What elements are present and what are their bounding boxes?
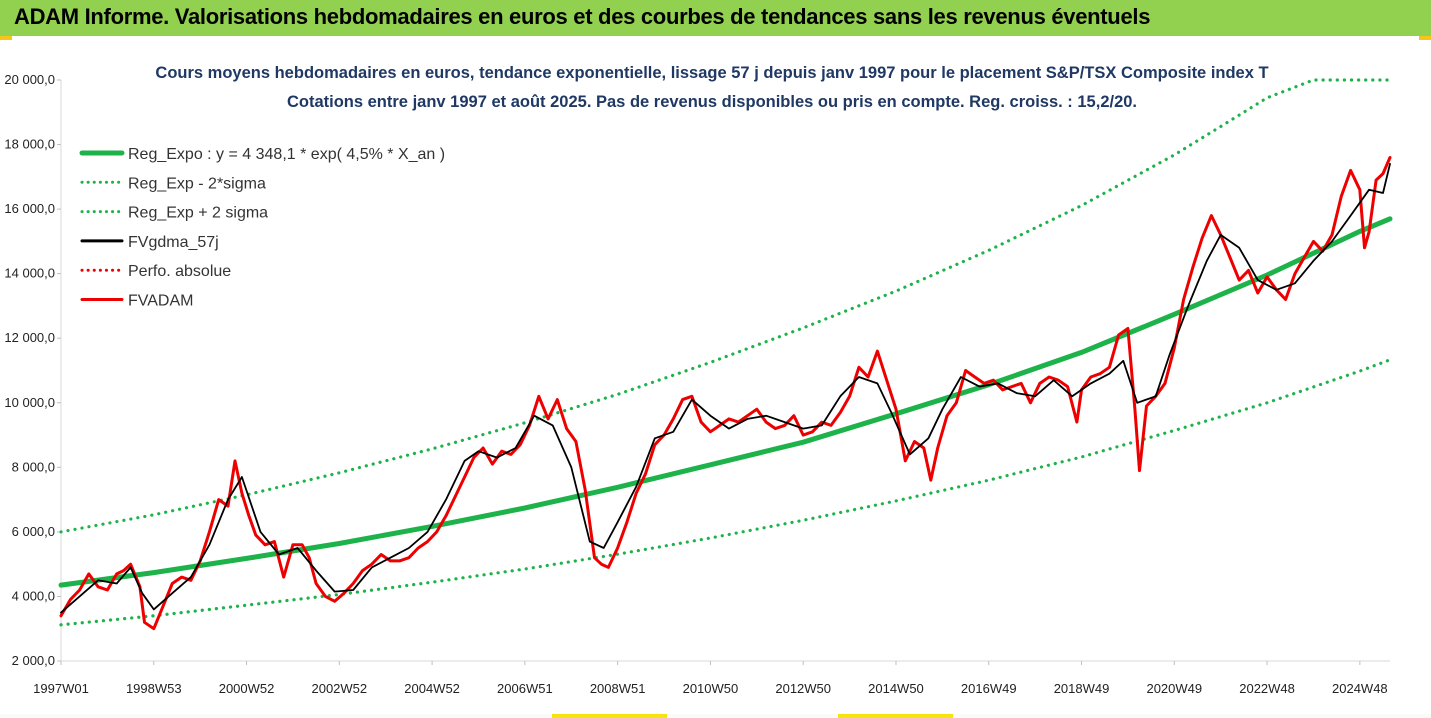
legend-label: FVADAM xyxy=(128,293,193,310)
y-tick-label: 2 000,0 xyxy=(12,653,55,668)
x-tick-label: 2000W52 xyxy=(219,681,275,696)
chart-subtitle: Cotations entre janv 1997 et août 2025. … xyxy=(287,93,1137,111)
y-tick-label: 14 000,0 xyxy=(4,266,55,281)
page-title: ADAM Informe. Valorisations hebdomadaire… xyxy=(14,4,1151,29)
x-tick-label: 2004W52 xyxy=(404,681,460,696)
x-axis: 1997W01 1998W53 2000W52 2002W52 2004W52 2006W… xyxy=(33,660,1390,696)
y-axis: 2 000,0 4 000,0 6 000,0 8 000,0 10 000,0 12 0… xyxy=(4,72,62,668)
x-tick-label: 2008W51 xyxy=(590,681,646,696)
legend-label: FVgdma_57j xyxy=(128,234,219,251)
chart-title: Cours moyens hebdomadaires en euros, ten… xyxy=(155,64,1268,82)
x-tick-label: 2012W50 xyxy=(775,681,831,696)
x-tick-label: 1997W01 xyxy=(33,681,89,696)
x-tick-label: 2024W48 xyxy=(1332,681,1388,696)
y-tick-label: 6 000,0 xyxy=(12,524,55,539)
series-layer xyxy=(58,78,1393,631)
x-tick-label: 2018W49 xyxy=(1054,681,1110,696)
x-tick-label: 2016W49 xyxy=(961,681,1017,696)
y-tick-label: 10 000,0 xyxy=(4,395,55,410)
series-line-5 xyxy=(59,156,1392,631)
bottom-mark-left xyxy=(552,714,667,718)
x-tick-label: 2010W50 xyxy=(683,681,739,696)
x-tick-label: 2002W52 xyxy=(311,681,367,696)
series-line-2 xyxy=(59,78,1392,534)
series-line-1 xyxy=(59,358,1392,627)
x-tick-label: 2006W51 xyxy=(497,681,553,696)
y-tick-label: 12 000,0 xyxy=(4,330,55,345)
x-tick-label: 1998W53 xyxy=(126,681,182,696)
y-tick-label: 8 000,0 xyxy=(12,459,55,474)
x-tick-label: 2014W50 xyxy=(868,681,924,696)
series-line-3 xyxy=(60,163,1391,614)
header-bar: ADAM Informe. Valorisations hebdomadaire… xyxy=(0,0,1431,36)
x-tick-label: 2020W49 xyxy=(1146,681,1202,696)
y-tick-label: 20 000,0 xyxy=(4,72,55,87)
corner-mark-right xyxy=(1419,36,1431,40)
y-tick-label: 16 000,0 xyxy=(4,201,55,216)
legend-label: Reg_Expo : y = 4 348,1 * exp( 4,5% * X_a… xyxy=(128,146,445,163)
y-tick-label: 18 000,0 xyxy=(4,137,55,152)
legend-label: Reg_Exp - 2*sigma xyxy=(128,175,266,192)
legend-label: Perfo. absolue xyxy=(128,263,231,280)
corner-mark-left xyxy=(0,36,12,40)
legend: Reg_Expo : y = 4 348,1 * exp( 4,5% * X_a… xyxy=(79,146,445,310)
legend-label: Reg_Exp + 2 sigma xyxy=(128,205,268,222)
x-tick-label: 2022W48 xyxy=(1239,681,1295,696)
bottom-mark-right xyxy=(838,714,953,718)
bottom-strip xyxy=(0,714,1431,718)
series-line-0 xyxy=(58,216,1393,588)
chart: 2 000,0 4 000,0 6 000,0 8 000,0 10 000,0 12 0… xyxy=(4,64,1393,696)
y-tick-label: 4 000,0 xyxy=(12,588,55,603)
